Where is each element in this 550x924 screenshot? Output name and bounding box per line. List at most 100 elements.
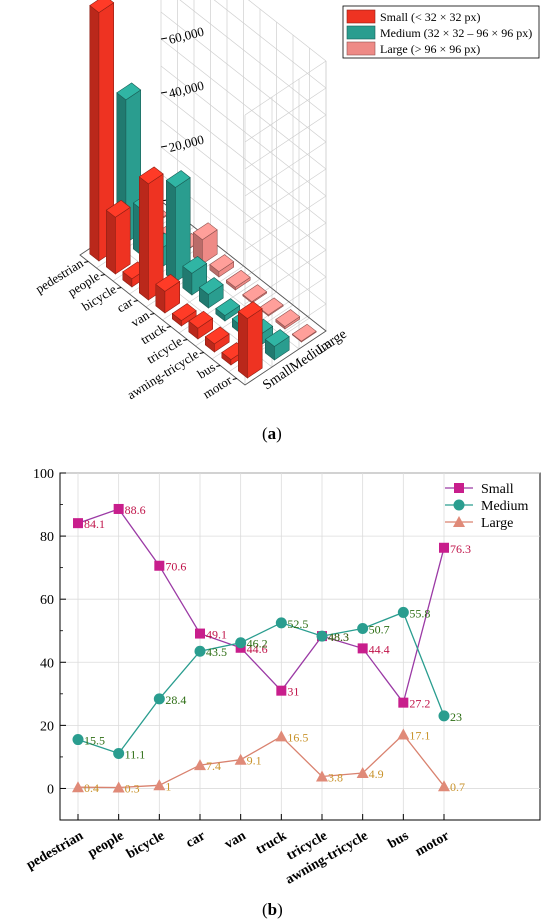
- point-large-motor: [438, 780, 450, 792]
- point-large-bus: [397, 728, 410, 740]
- data-label-large: 7.4: [206, 759, 221, 773]
- legend-box: [342, 5, 540, 59]
- data-label-medium: 52.5: [287, 617, 308, 631]
- grid-line: [244, 195, 327, 251]
- bar-medium-motor: [264, 329, 290, 361]
- chart-b-series: 84.188.670.649.144.63148.344.427.276.315…: [72, 503, 471, 796]
- point-medium-pedestrian: [72, 734, 84, 746]
- point-large-van: [234, 753, 247, 765]
- data-label-small: 84.1: [84, 517, 105, 531]
- grid-line: [248, 0, 327, 62]
- point-medium-awning-tricycle: [357, 623, 369, 635]
- point-medium-motor: [438, 710, 450, 722]
- chart-b-plot-frame: [59, 472, 541, 821]
- point-medium-car: [194, 645, 206, 657]
- bar-front-face: [247, 308, 263, 379]
- legend-label: Large (> 96 × 96 px): [380, 42, 480, 56]
- panel-label-b: (b): [262, 900, 283, 919]
- bar-top-face: [225, 269, 251, 288]
- category-label: bus: [195, 359, 218, 381]
- point-small-motor: [439, 542, 449, 553]
- y-tick-label: 20: [40, 719, 54, 734]
- data-label-medium: 50.7: [369, 623, 390, 637]
- x-tick-label: motor: [413, 828, 452, 859]
- bar-top-face: [215, 298, 241, 316]
- z-tick: [160, 145, 168, 148]
- bar-large-truck: [225, 269, 251, 291]
- point-small-car: [195, 628, 205, 639]
- chart-b-legend: Small Medium Large: [445, 482, 529, 531]
- point-small-pedestrian: [73, 518, 83, 529]
- data-label-medium: 11.1: [125, 747, 146, 761]
- bar-side-face: [139, 176, 149, 301]
- point-medium-bus: [397, 606, 409, 618]
- data-label-small: 49.1: [206, 628, 227, 642]
- series-large: 0.4 0.3 1 7.4 9.1 16.5 3.8 4.9 17.1 0.7: [72, 728, 465, 796]
- data-label-large: 3.8: [328, 770, 343, 784]
- bar-top-face: [192, 222, 218, 241]
- series-line-medium: [77, 611, 445, 755]
- grid-line: [244, 141, 327, 197]
- bar-medium-car: [165, 170, 191, 283]
- point-large-car: [194, 759, 206, 771]
- bar-side-face: [89, 4, 100, 262]
- chart-b-grid: [60, 472, 540, 820]
- series-small: 84.1 88.6 70.6 49.1 44.6 31 48.3 44.4 27.2 76.3: [73, 503, 471, 711]
- x-tick-label: pedestrian: [24, 828, 86, 873]
- bar-top-face: [182, 256, 208, 274]
- chart-b-y-ticks: 0 20 40 60 80 100: [33, 467, 66, 821]
- data-label-small: 44.6: [247, 642, 268, 656]
- bar-large-van: [209, 254, 235, 278]
- data-label-large: 0.7: [450, 780, 465, 794]
- bar-large-tricycle: [242, 284, 268, 304]
- legend-label-large: Large: [481, 516, 513, 531]
- y-tick-label: 100: [33, 467, 54, 482]
- point-medium-people: [113, 747, 125, 759]
- bar-top-face: [209, 254, 235, 272]
- x-tick-label: bus: [386, 828, 412, 852]
- series-medium: 15.5 11.1 28.4 43.5 46.2 52.5 48.3 50.7 55.8 23: [72, 606, 462, 761]
- x-tick-label: bicycle: [124, 828, 167, 862]
- legend-marker-large: [453, 516, 465, 527]
- point-small-bus: [398, 697, 409, 708]
- point-small-people: [113, 503, 124, 514]
- bar-side-face: [238, 310, 248, 379]
- point-large-awning-tricycle: [356, 766, 369, 778]
- point-small-awning-tricycle: [357, 643, 368, 654]
- bar-small-people: [105, 199, 131, 275]
- bar-top-face: [237, 301, 263, 319]
- point-small-truck: [276, 685, 287, 696]
- bar-small-car: [138, 166, 164, 301]
- data-label-large: 0.3: [125, 782, 140, 796]
- bar-large-car: [192, 222, 218, 265]
- grid-line: [244, 168, 327, 224]
- point-large-people: [112, 781, 125, 793]
- z-tick: [160, 91, 168, 94]
- x-tick-label: van: [222, 828, 249, 852]
- data-label-medium: 46.2: [247, 637, 268, 651]
- data-label-large: 1: [165, 779, 171, 793]
- bar-small-pedestrian: [89, 0, 115, 262]
- bar-small-awning-tricycle: [204, 326, 230, 353]
- point-large-tricycle: [316, 770, 328, 782]
- y-tick-label: 0: [47, 782, 54, 797]
- data-label-small: 70.6: [165, 560, 186, 574]
- data-label-large: 16.5: [287, 730, 308, 744]
- data-label-small: 31: [287, 685, 299, 699]
- depth-label: Large: [314, 327, 349, 358]
- grid-line: [244, 60, 327, 116]
- legend-marker-medium: [453, 499, 465, 511]
- point-medium-bicycle: [153, 693, 165, 705]
- category-tick: [216, 365, 221, 367]
- data-label-medium: 48.3: [328, 630, 349, 644]
- bar-top-face: [188, 310, 214, 329]
- data-label-small: 27.2: [409, 697, 430, 711]
- z-tick-label: 40,000: [167, 78, 205, 101]
- category-tick: [100, 274, 105, 276]
- category-tick: [117, 287, 122, 289]
- bar-top-face: [116, 82, 142, 101]
- bar-small-motor: [237, 301, 263, 379]
